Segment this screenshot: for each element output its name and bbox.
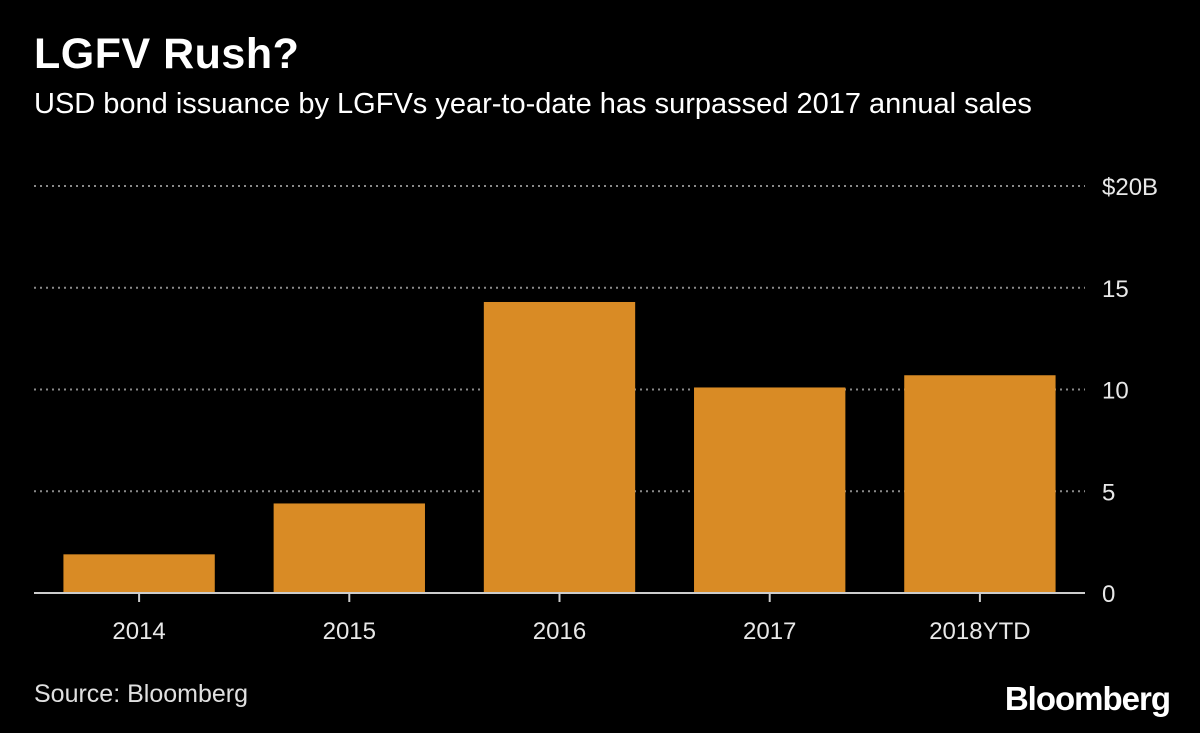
bar-2016 xyxy=(483,301,636,593)
x-tick-label: 2015 xyxy=(323,618,376,645)
bar-2014 xyxy=(63,554,215,593)
y-tick-label: 5 xyxy=(1102,479,1115,506)
x-tick-label: 2016 xyxy=(533,618,586,645)
bar-2015 xyxy=(273,503,425,593)
y-tick-label: 0 xyxy=(1102,581,1115,608)
bar-2018YTD xyxy=(904,375,1056,593)
x-tick-label: 2014 xyxy=(112,618,165,645)
source-note: Source: Bloomberg xyxy=(34,680,249,708)
grid-layer xyxy=(34,185,1085,493)
bar-layer xyxy=(63,301,1056,593)
y-tick-label: $20B xyxy=(1102,174,1158,201)
y-tick-label: 15 xyxy=(1102,276,1129,303)
axis-layer: 0 5 10 15 $20B 2014 2015 2016 2017 2018YTD xyxy=(34,174,1158,645)
chart-title: LGFV Rush? xyxy=(34,30,300,78)
x-tick-label: 2017 xyxy=(743,618,796,645)
bar-2017 xyxy=(694,387,846,593)
y-tick-label: 10 xyxy=(1102,378,1129,405)
chart-subtitle: USD bond issuance by LGFVs year-to-date … xyxy=(34,88,1032,120)
x-tick-label: 2018YTD xyxy=(929,618,1030,645)
bloomberg-logo: Bloomberg xyxy=(1004,680,1171,717)
